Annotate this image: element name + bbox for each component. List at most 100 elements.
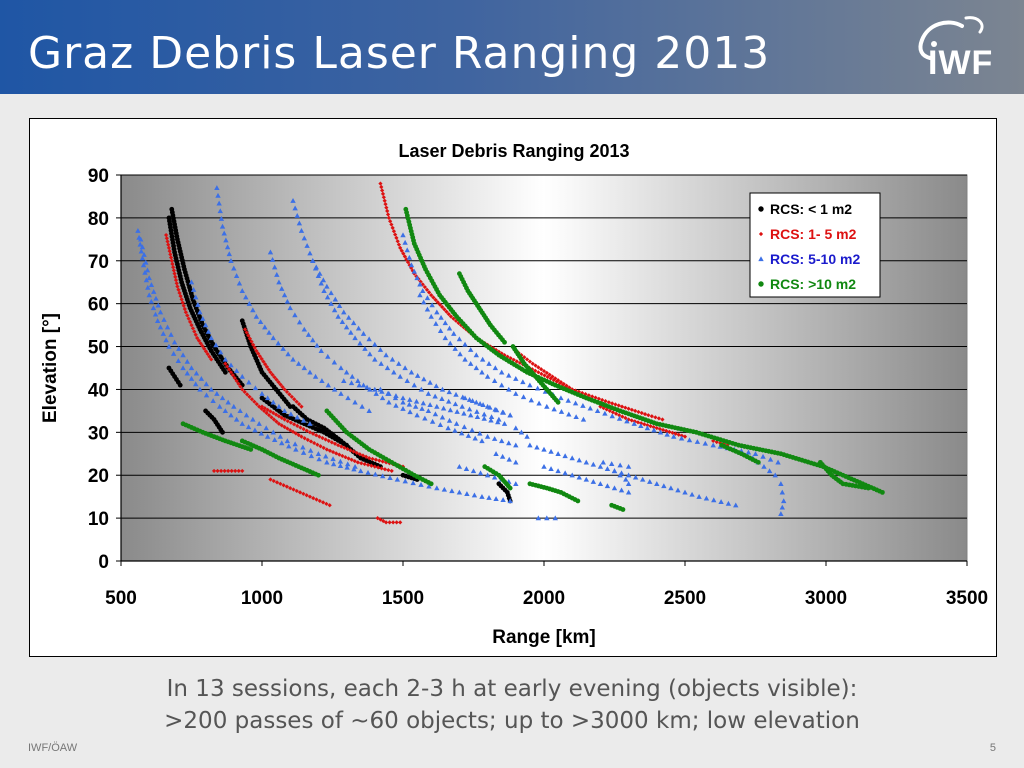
data-point xyxy=(427,379,433,385)
data-point xyxy=(644,425,651,431)
data-point xyxy=(600,397,605,403)
data-point xyxy=(383,460,389,465)
data-point xyxy=(466,397,473,402)
data-point xyxy=(326,438,331,444)
data-point xyxy=(281,483,286,488)
data-point xyxy=(572,400,579,406)
data-point xyxy=(653,415,658,420)
data-point xyxy=(372,356,378,362)
data-point xyxy=(144,267,151,273)
data-point xyxy=(600,459,606,465)
data-point xyxy=(398,520,403,525)
data-point xyxy=(414,373,421,378)
x-axis-label: Range [km] xyxy=(492,627,595,648)
data-point xyxy=(548,376,553,381)
data-point xyxy=(667,429,672,434)
data-point xyxy=(413,398,420,404)
x-tick-label: 1500 xyxy=(382,588,424,609)
iwf-logo: IWF xyxy=(900,14,1004,82)
series-rcs-4 xyxy=(180,206,885,512)
data-point xyxy=(217,403,223,409)
data-point xyxy=(217,349,224,355)
data-point xyxy=(428,313,434,319)
data-point xyxy=(387,461,392,466)
data-point xyxy=(573,414,579,420)
data-point xyxy=(778,511,784,516)
data-point xyxy=(240,468,245,474)
data-point xyxy=(682,434,688,439)
data-point xyxy=(339,319,346,325)
data-point xyxy=(354,450,359,456)
data-point xyxy=(506,386,512,392)
data-point xyxy=(471,492,478,498)
data-point xyxy=(657,426,663,432)
data-point xyxy=(262,408,267,413)
data-point xyxy=(284,298,291,304)
data-point xyxy=(284,389,290,394)
data-point xyxy=(576,457,582,463)
data-point xyxy=(332,296,339,302)
logo-text: IWF xyxy=(928,44,994,82)
data-point xyxy=(247,394,252,399)
data-point xyxy=(617,413,622,418)
data-point xyxy=(307,447,314,453)
data-point xyxy=(352,463,358,469)
data-point xyxy=(402,478,408,484)
data-point xyxy=(317,434,322,439)
data-point xyxy=(153,295,159,301)
data-point xyxy=(301,326,307,332)
data-point xyxy=(308,453,315,459)
data-point xyxy=(499,409,506,415)
data-point xyxy=(524,357,530,362)
data-point xyxy=(244,330,249,335)
data-point xyxy=(195,335,200,341)
data-point xyxy=(367,351,373,357)
data-point xyxy=(148,298,155,304)
data-point xyxy=(266,329,272,335)
data-point xyxy=(339,444,344,449)
data-point xyxy=(441,486,448,492)
y-tick-label: 80 xyxy=(88,209,109,230)
data-point xyxy=(465,433,472,438)
data-point xyxy=(590,461,597,467)
data-point xyxy=(327,448,333,453)
data-point xyxy=(295,361,302,366)
data-point xyxy=(293,446,299,452)
data-point xyxy=(391,520,396,525)
data-point xyxy=(492,365,499,371)
data-point xyxy=(446,389,452,395)
data-point xyxy=(401,251,406,256)
data-point xyxy=(316,472,321,478)
data-point xyxy=(360,382,367,388)
data-point xyxy=(464,491,470,496)
data-point xyxy=(145,284,151,290)
data-point xyxy=(379,473,386,479)
data-point xyxy=(414,412,420,418)
data-point xyxy=(316,456,322,462)
data-point xyxy=(419,406,425,411)
data-point xyxy=(252,385,259,391)
data-point xyxy=(434,485,440,491)
data-point xyxy=(297,490,303,495)
data-point xyxy=(335,313,341,319)
data-point xyxy=(479,493,485,499)
data-point xyxy=(264,433,271,439)
data-point xyxy=(355,325,362,331)
data-point xyxy=(473,365,480,371)
data-point xyxy=(779,489,785,495)
data-point xyxy=(583,476,589,482)
data-point xyxy=(223,237,229,243)
data-point xyxy=(431,295,436,300)
data-point xyxy=(545,374,550,380)
data-point xyxy=(349,373,355,379)
data-point xyxy=(270,429,276,435)
data-point xyxy=(320,435,325,441)
data-point xyxy=(288,411,294,417)
data-point xyxy=(222,356,229,362)
data-point xyxy=(358,468,364,474)
data-point xyxy=(499,438,505,444)
data-point xyxy=(372,341,378,347)
data-point xyxy=(420,288,426,293)
data-point xyxy=(330,449,336,455)
data-point xyxy=(456,489,463,495)
